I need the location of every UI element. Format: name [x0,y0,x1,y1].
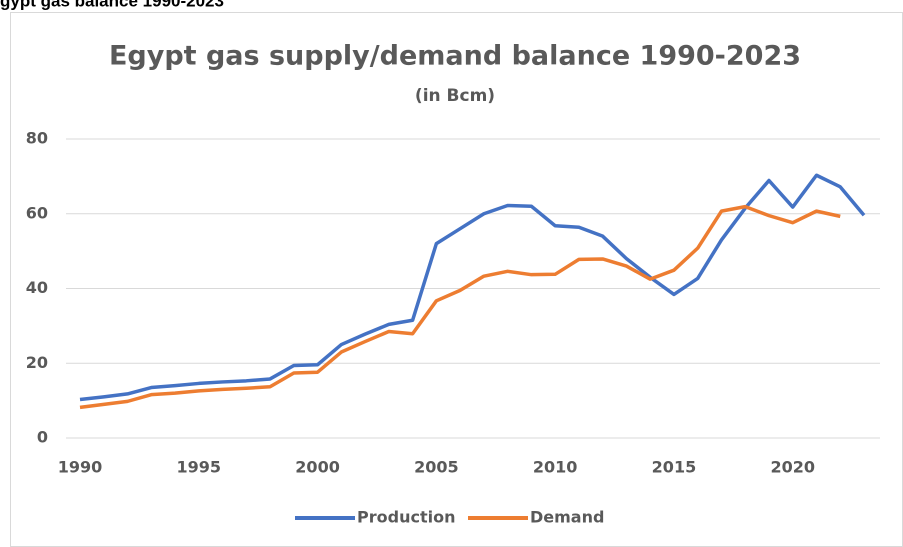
line-series [79,204,841,410]
x-tick-label: 2015 [652,458,697,477]
legend-label: Production [357,508,455,527]
chart-border [10,12,903,547]
y-tick-label: 80 [26,129,48,148]
x-tick-label: 2000 [295,458,340,477]
header: gypt gas balance 1990-2023 [0,0,224,10]
x-tick-label: 2020 [770,458,815,477]
line-series [79,173,866,402]
y-tick-label: 0 [37,428,48,447]
y-tick-label: 40 [26,278,48,297]
x-tick-label: 1995 [177,458,222,477]
chart-title: Egypt gas supply/demand balance 1990-202… [109,41,801,72]
y-tick-label: 20 [26,353,48,372]
x-tick-label: 1990 [58,458,103,477]
x-tick-label: 2010 [533,458,578,477]
legend-label: Demand [530,508,604,527]
y-tick-label: 60 [26,203,48,222]
chart-subtitle: (in Bcm) [415,86,495,106]
x-tick-label: 2005 [414,458,459,477]
